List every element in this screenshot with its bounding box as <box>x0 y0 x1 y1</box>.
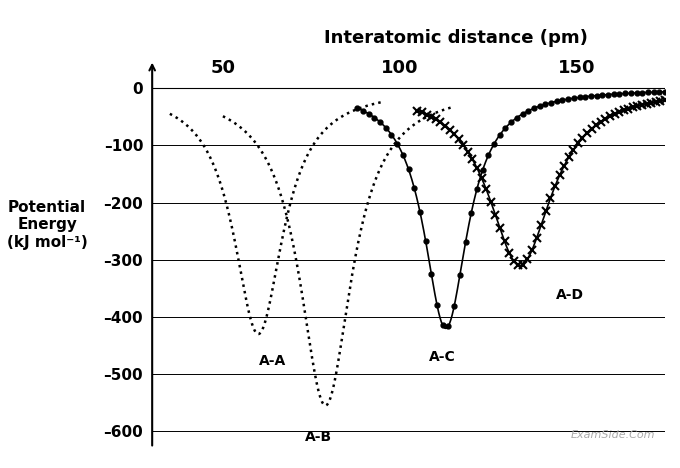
Text: A-B: A-B <box>305 430 332 444</box>
Text: Potential
Energy
(kJ mol⁻¹): Potential Energy (kJ mol⁻¹) <box>7 200 88 249</box>
Text: A-A: A-A <box>259 354 286 368</box>
Text: ExamSide.Com: ExamSide.Com <box>571 431 655 440</box>
Text: A-D: A-D <box>556 288 583 302</box>
Text: A-C: A-C <box>429 350 456 364</box>
Text: 50: 50 <box>210 59 235 77</box>
Text: Interatomic distance (pm): Interatomic distance (pm) <box>324 29 588 47</box>
Text: 100: 100 <box>381 59 418 77</box>
Text: 150: 150 <box>558 59 595 77</box>
